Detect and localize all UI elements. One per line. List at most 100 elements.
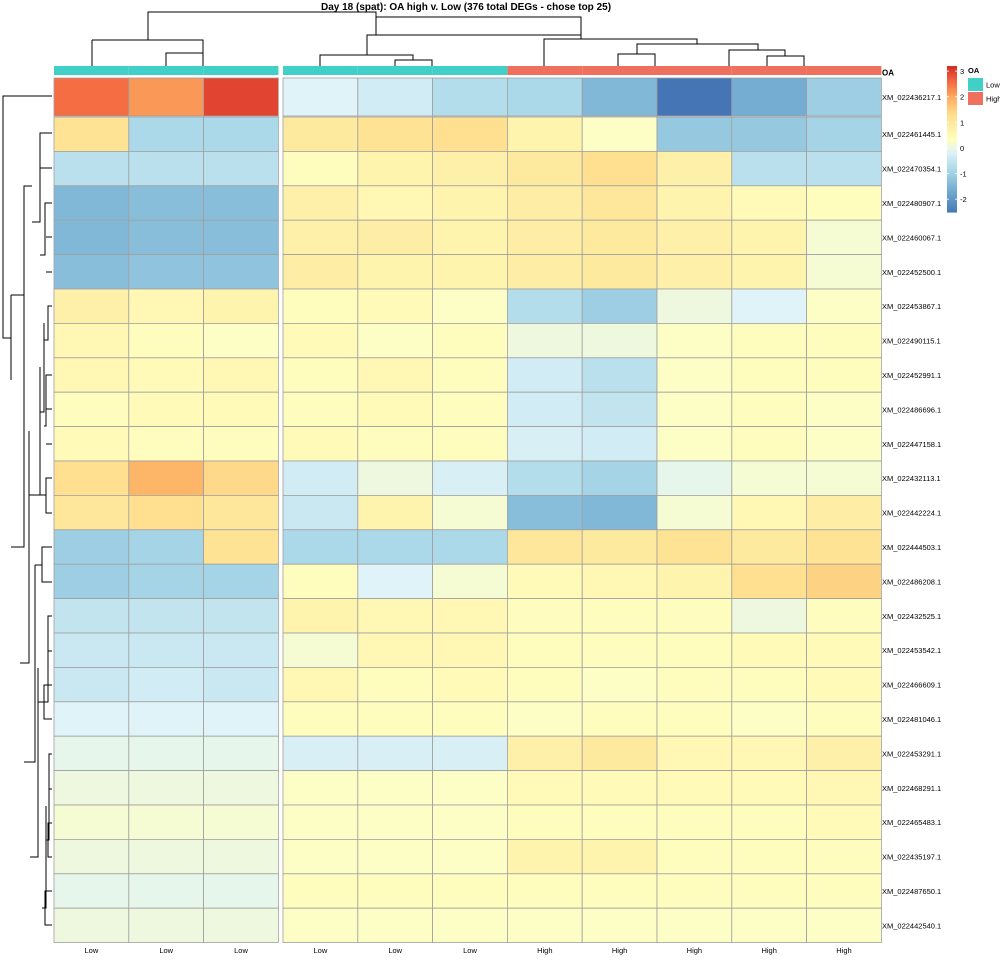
row-label: XM_022432113.1 [882,474,941,483]
heatmap-cell [53,701,130,737]
heatmap-cell [432,254,508,290]
heatmap-cell [806,598,882,634]
chart-title: Day 18 (spat): OA high v. Low (376 total… [321,2,611,13]
heatmap-cell [731,529,807,565]
heatmap-cell [506,770,583,806]
colorbar-segment [947,73,957,77]
heatmap-cell [506,667,583,703]
heatmap-cell [357,391,433,428]
row-dendro-branch [45,374,52,410]
row-label: XM_022453867.1 [882,302,941,311]
row-dendro-branch [24,565,36,763]
heatmap-cell [806,873,882,909]
heatmap-cell [731,288,807,324]
heatmap-cell [53,185,130,221]
heatmap-cell [432,150,508,187]
heatmap-cell [282,219,359,255]
heatmap-cell [282,563,359,600]
heatmap-cell [357,770,433,806]
heatmap-cell [656,873,733,909]
colorbar-segment [947,151,957,155]
heatmap-cell [128,322,205,359]
row-label: XM_022447158.1 [882,440,941,449]
colorbar-segment [947,156,957,160]
heatmap-cell [203,391,279,428]
row-label: XM_022453291.1 [882,749,941,758]
heatmap-cell [282,77,359,117]
heatmap-cell [282,873,359,909]
heatmap-cell [656,357,733,393]
heatmap-cell [806,632,882,668]
row-label: XM_022465483.1 [882,818,941,827]
heatmap-cell [506,150,583,187]
row-dendro-branch [41,546,52,583]
row-dendro-branch [47,615,52,652]
heatmap-cell [128,150,205,187]
row-label: XM_022436217.1 [882,93,941,102]
colorbar-segment [947,173,957,177]
heatmap-cell [128,770,205,806]
colorbar-segment [947,187,957,191]
row-label: XM_022442224.1 [882,509,941,518]
heatmap-cell [282,907,359,944]
heatmap-cell [282,185,359,221]
row-label: XM_022435197.1 [882,853,941,862]
annotation-label: OA [882,69,894,78]
heatmap-cell [53,839,130,875]
heatmap-cell [53,254,130,290]
row-label: XM_022480907.1 [882,199,941,208]
heatmap-cell [806,391,882,428]
row-label: XM_022453542.1 [882,646,941,655]
heatmap-cell [282,391,359,428]
heatmap-cell [203,907,279,944]
heatmap-cell [282,770,359,806]
row-dendro-branch [29,367,41,496]
colorbar-segment [947,146,957,150]
row-dendro-branch [2,95,52,339]
heatmap-cell [731,804,807,840]
heatmap-cell [432,185,508,221]
row-label: XM_022486208.1 [882,577,941,586]
heatmap-cell [656,426,733,462]
heatmap-cell [128,563,205,600]
heatmap-cell [203,219,279,255]
heatmap-cell [656,804,733,840]
row-label: XM_022452500.1 [882,268,941,277]
row-dendro-branch [39,132,52,169]
colorbar-segment [947,160,957,164]
row-label: XM_022444503.1 [882,543,941,552]
heatmap-cell [581,391,658,428]
heatmap-cell [506,735,583,772]
heatmap-cell [581,529,658,565]
heatmap-cell [128,288,205,324]
heatmap-cell [656,460,733,496]
heatmap-cell [128,907,205,944]
heatmap-cell [282,116,359,152]
heatmap-cell [357,150,433,187]
annotation-cell [582,66,657,75]
heatmap-cell [357,598,433,634]
heatmap-cell [203,494,279,531]
colorbar-tick-label: 2 [960,93,964,102]
heatmap-cell [357,735,433,772]
heatmap-cell [203,357,279,393]
heatmap-cell [656,322,733,359]
heatmap-cell [806,288,882,324]
colorbar-segment [947,102,957,106]
heatmap-cell [806,77,882,117]
heatmap-cell [731,322,807,359]
color-scale-ticks: 3 2 1 0 -1 -2 [947,67,967,204]
heatmap-cell [581,426,658,462]
column-label: High [687,946,702,955]
colorbar-segment [947,197,957,201]
heatmap-cell [806,839,882,875]
colorbar-segment [947,126,957,130]
heatmap-cell [203,563,279,600]
heatmap-cell [282,150,359,187]
heatmap-cell [731,770,807,806]
heatmap-cell [432,357,508,393]
heatmap-cell [53,804,130,840]
heatmap-cell [128,185,205,221]
row-dendro-branch [38,633,49,703]
heatmap-cell [128,598,205,634]
